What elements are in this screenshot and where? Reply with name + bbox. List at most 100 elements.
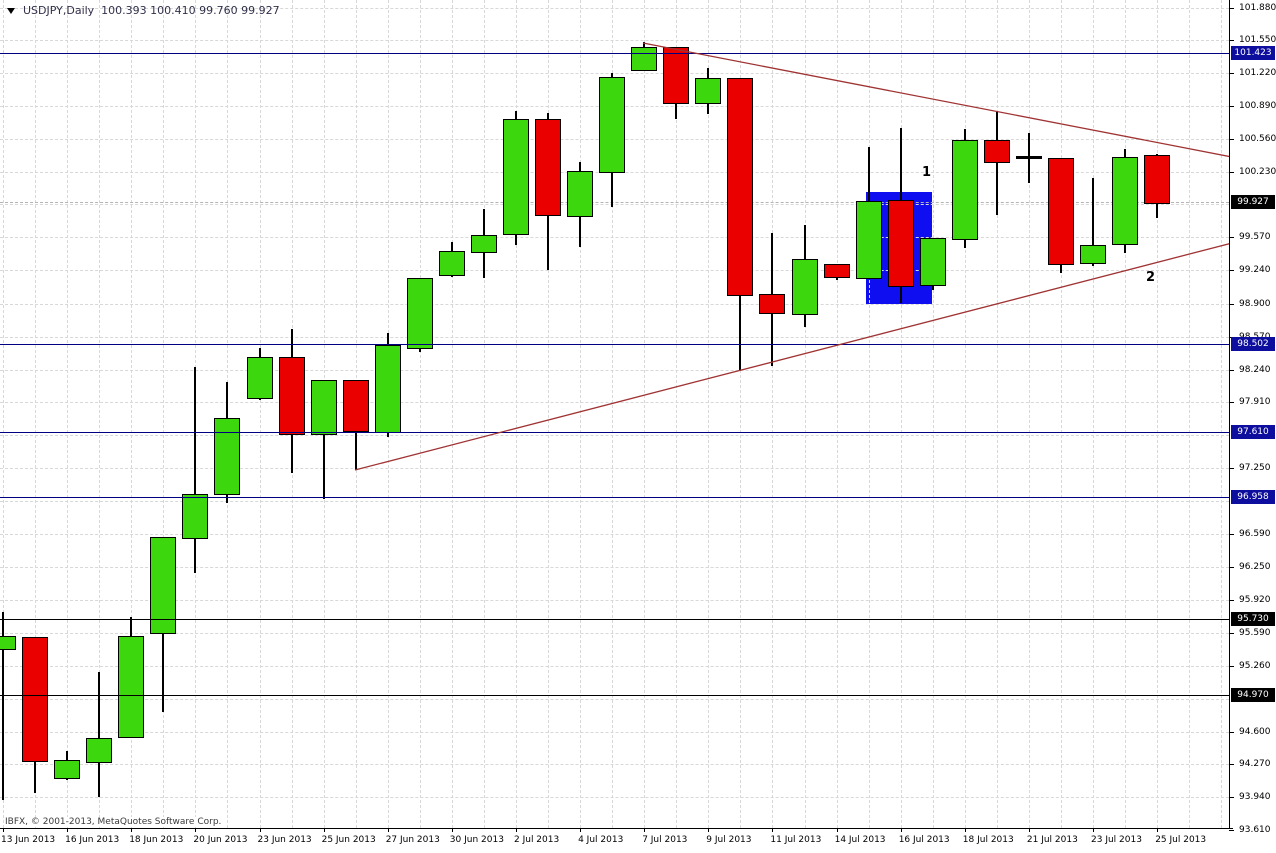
price-tick-label: 95.920 xyxy=(1239,595,1271,606)
price-badge-blue: 101.423 xyxy=(1231,46,1275,60)
date-tick xyxy=(836,828,838,832)
grid-hline xyxy=(0,633,1229,634)
candle-body-bull xyxy=(567,170,594,218)
candle-body-bear xyxy=(887,199,914,287)
candle-body-bull xyxy=(182,493,209,539)
price-tick xyxy=(1229,764,1234,766)
date-tick xyxy=(1157,828,1159,832)
price-tick xyxy=(1229,633,1234,634)
price-tick xyxy=(1229,73,1234,75)
date-tick-label: 25 Jul 2013 xyxy=(1155,835,1207,845)
date-tick xyxy=(516,828,517,832)
date-tick xyxy=(900,828,902,832)
grid-hline xyxy=(0,369,1229,371)
grid-vline xyxy=(964,0,966,828)
annotation-label: 2 xyxy=(1146,270,1156,285)
grid-vline xyxy=(1125,0,1127,828)
grid-vline xyxy=(676,0,678,828)
candle-wick xyxy=(322,379,325,499)
price-tick-label: 95.260 xyxy=(1239,660,1271,671)
grid-hline xyxy=(0,665,1229,667)
candle-body-bull xyxy=(503,118,529,236)
candle-body-bull xyxy=(631,47,658,72)
date-tick-label: 14 Jul 2013 xyxy=(834,835,886,845)
candle-body-bear xyxy=(983,139,1010,163)
price-tick-label: 94.270 xyxy=(1239,759,1271,770)
grid-vline xyxy=(1157,0,1159,828)
horizontal-level-line xyxy=(0,497,1229,498)
candle-body-bear xyxy=(278,356,305,436)
price-tick-label: 93.940 xyxy=(1239,792,1271,803)
chart-menu-triangle-icon[interactable] xyxy=(7,7,15,14)
candle-body-bear xyxy=(342,379,369,433)
candle-body-bull xyxy=(0,636,16,650)
date-tick-label: 11 Jul 2013 xyxy=(770,835,822,845)
price-badge-black: 94.970 xyxy=(1231,687,1275,702)
copyright-text: IBFX, © 2001-2013, MetaQuotes Software C… xyxy=(5,817,222,827)
price-tick xyxy=(1229,106,1234,107)
candle-body-bull xyxy=(86,738,113,764)
date-tick xyxy=(580,828,582,832)
date-tick xyxy=(1093,828,1094,832)
grid-hline xyxy=(0,402,1229,404)
grid-vline xyxy=(99,0,101,828)
date-tick xyxy=(644,828,646,832)
date-tick-label: 20 Jun 2013 xyxy=(193,835,248,845)
date-tick-label: 2 Jul 2013 xyxy=(514,835,560,845)
candle-body-bull xyxy=(919,238,946,286)
grid-hline xyxy=(0,764,1229,766)
price-tick xyxy=(1229,303,1234,305)
price-tick xyxy=(1229,797,1234,799)
candle-body-bull xyxy=(406,278,433,349)
grid-vline xyxy=(483,0,485,828)
grid-hline xyxy=(0,204,1229,206)
grid-vline xyxy=(3,0,4,828)
date-tick-label: 25 Jun 2013 xyxy=(321,835,376,845)
candle-body-bull xyxy=(470,235,497,254)
price-tick-label: 94.600 xyxy=(1239,726,1271,737)
grid-hline xyxy=(0,731,1229,733)
grid-vline xyxy=(131,0,133,828)
price-badge-blue: 97.610 xyxy=(1231,425,1275,440)
price-tick xyxy=(1229,829,1234,831)
price-tick-label: 101.880 xyxy=(1239,2,1276,13)
grid-vline xyxy=(259,0,261,828)
price-tick-label: 96.590 xyxy=(1239,528,1271,539)
candle-body-bear xyxy=(823,264,850,278)
horizontal-level-line xyxy=(0,53,1229,54)
price-tick-label: 99.240 xyxy=(1239,265,1271,276)
candle-body-bull xyxy=(695,78,722,105)
date-tick xyxy=(451,828,453,832)
price-badge-black: 95.730 xyxy=(1231,612,1275,627)
price-tick xyxy=(1229,665,1234,667)
date-tick xyxy=(708,828,710,832)
price-tick xyxy=(1229,731,1234,733)
date-tick xyxy=(387,828,389,832)
date-tick-label: 4 Jul 2013 xyxy=(578,835,624,845)
candle-body-bear xyxy=(1048,157,1074,266)
price-axis-line xyxy=(1229,0,1230,829)
grid-vline xyxy=(932,0,934,828)
grid-hline xyxy=(0,73,1229,75)
date-tick-label: 7 Jul 2013 xyxy=(642,835,688,845)
candle-body-bull xyxy=(855,200,882,280)
date-tick xyxy=(131,828,133,832)
grid-hline xyxy=(0,468,1229,469)
date-tick-label: 30 Jun 2013 xyxy=(449,835,504,845)
doji-candle xyxy=(1015,156,1042,160)
candle-body-bear xyxy=(727,78,754,296)
candle-wick xyxy=(194,366,197,574)
date-tick xyxy=(964,828,966,832)
candle-body-bull xyxy=(438,251,465,277)
date-tick-label: 23 Jun 2013 xyxy=(257,835,312,845)
grid-vline xyxy=(868,0,870,828)
grid-hline xyxy=(0,698,1229,700)
grid-vline xyxy=(1028,0,1030,828)
price-tick-label: 101.220 xyxy=(1239,68,1276,79)
price-tick-label: 97.910 xyxy=(1239,397,1271,408)
grid-hline xyxy=(0,600,1229,602)
date-tick xyxy=(1028,828,1030,832)
date-tick-label: 9 Jul 2013 xyxy=(706,835,752,845)
grid-vline xyxy=(67,0,69,828)
